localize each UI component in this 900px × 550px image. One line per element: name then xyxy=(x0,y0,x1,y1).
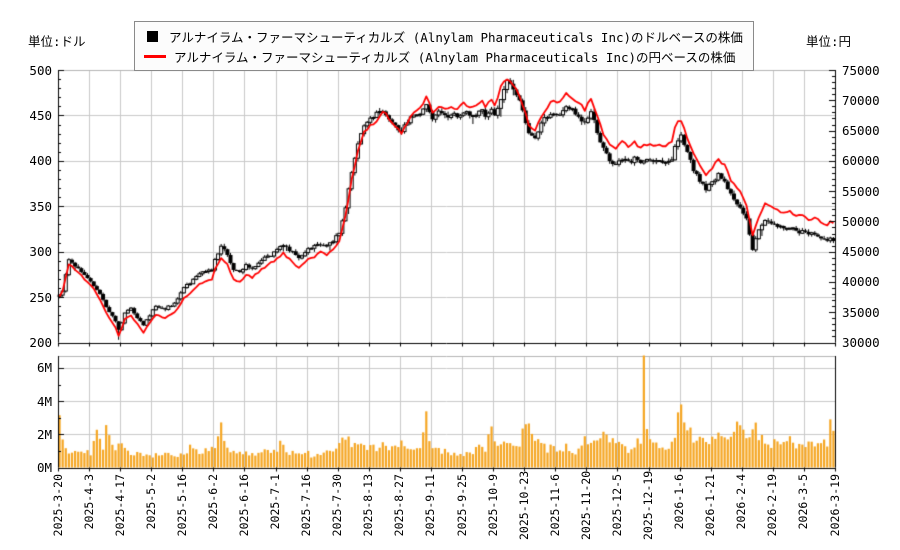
x-axis-date-label: 2025-12-19 xyxy=(641,470,656,540)
x-axis-date-label: 2026-2-4 xyxy=(734,474,749,530)
left-axis-tick-label: 250 xyxy=(29,289,52,305)
x-axis-date-label: 2025-8-27 xyxy=(392,474,407,537)
legend-item-usd: アルナイラム・ファーマシューティカルズ (Alnylam Pharmaceuti… xyxy=(147,26,743,46)
right-axis-tick-label: 75000 xyxy=(842,62,880,78)
x-axis-date-label: 2026-2-19 xyxy=(765,474,780,537)
x-axis-date-label: 2026-3-5 xyxy=(796,474,811,530)
right-axis-tick-label: 55000 xyxy=(842,183,880,199)
left-axis-tick-label: 400 xyxy=(29,153,52,169)
x-axis-date-label: 2025-12-5 xyxy=(609,474,624,537)
x-axis-date-label: 2025-7-1 xyxy=(268,474,283,530)
left-axis-tick-label: 350 xyxy=(29,198,52,214)
right-axis-tick-label: 45000 xyxy=(842,244,880,260)
volume-axis-tick-label: 0M xyxy=(36,460,52,475)
right-axis-tick-label: 50000 xyxy=(842,213,880,229)
volume-axis-tick-label: 6M xyxy=(36,360,52,376)
legend-item-jpy: アルナイラム・ファーマシューティカルズ (Alnylam Pharmaceuti… xyxy=(144,46,743,66)
legend: アルナイラム・ファーマシューティカルズ (Alnylam Pharmaceuti… xyxy=(134,21,754,71)
volume-axis-tick-label: 2M xyxy=(36,426,52,442)
x-axis-date-label: 2025-9-11 xyxy=(423,474,438,537)
x-axis-date-label: 2025-6-2 xyxy=(205,474,220,530)
right-axis-tick-label: 65000 xyxy=(842,123,880,139)
legend-label-jpy: アルナイラム・ファーマシューティカルズ (Alnylam Pharmaceuti… xyxy=(174,49,736,65)
x-axis-date-label: 2025-4-3 xyxy=(81,474,96,530)
left-axis-tick-label: 200 xyxy=(29,335,52,350)
x-axis-date-label: 2025-6-16 xyxy=(236,474,251,537)
x-axis-date-label: 2025-8-13 xyxy=(361,474,376,537)
x-axis-date-label: 2025-5-16 xyxy=(174,474,189,537)
x-axis-date-label: 2025-10-23 xyxy=(516,470,531,540)
legend-label-usd: アルナイラム・ファーマシューティカルズ (Alnylam Pharmaceuti… xyxy=(169,29,743,45)
right-axis-tick-label: 40000 xyxy=(842,274,880,290)
jpy-series-line-marker-icon xyxy=(144,54,166,58)
x-axis-date-label: 2025-10-9 xyxy=(485,474,500,537)
right-axis-tick-label: 35000 xyxy=(842,304,880,320)
right-axis-tick-label: 60000 xyxy=(842,153,880,169)
left-axis-tick-label: 300 xyxy=(29,244,52,260)
volume-axis-tick-label: 4M xyxy=(36,393,52,409)
right-axis-tick-label: 30000 xyxy=(842,335,880,350)
x-axis-date-label: 2025-5-2 xyxy=(143,474,158,530)
x-axis-date-label: 2025-3-20 xyxy=(50,474,65,537)
x-axis-date-label: 2026-1-21 xyxy=(703,474,718,537)
x-axis-date-label: 2025-7-30 xyxy=(330,474,345,537)
x-axis-date-label: 2026-1-6 xyxy=(672,474,687,530)
x-axis-date-label: 2025-11-6 xyxy=(547,474,562,537)
x-axis-date-label: 2025-4-17 xyxy=(112,474,127,537)
left-axis-unit-label: 単位:ドル xyxy=(28,34,86,49)
right-axis-tick-label: 70000 xyxy=(842,92,880,108)
right-axis-unit-label: 単位:円 xyxy=(806,34,852,49)
x-axis-date-label: 2025-11-20 xyxy=(578,470,593,540)
x-axis-date-label: 2025-7-16 xyxy=(299,474,314,537)
x-axis-date-label: 2025-9-25 xyxy=(454,474,469,537)
left-axis-tick-label: 500 xyxy=(29,62,52,78)
usd-series-square-marker-icon xyxy=(147,30,158,42)
x-axis-date-label: 2026-3-19 xyxy=(827,474,842,537)
left-axis-tick-label: 450 xyxy=(29,107,52,123)
